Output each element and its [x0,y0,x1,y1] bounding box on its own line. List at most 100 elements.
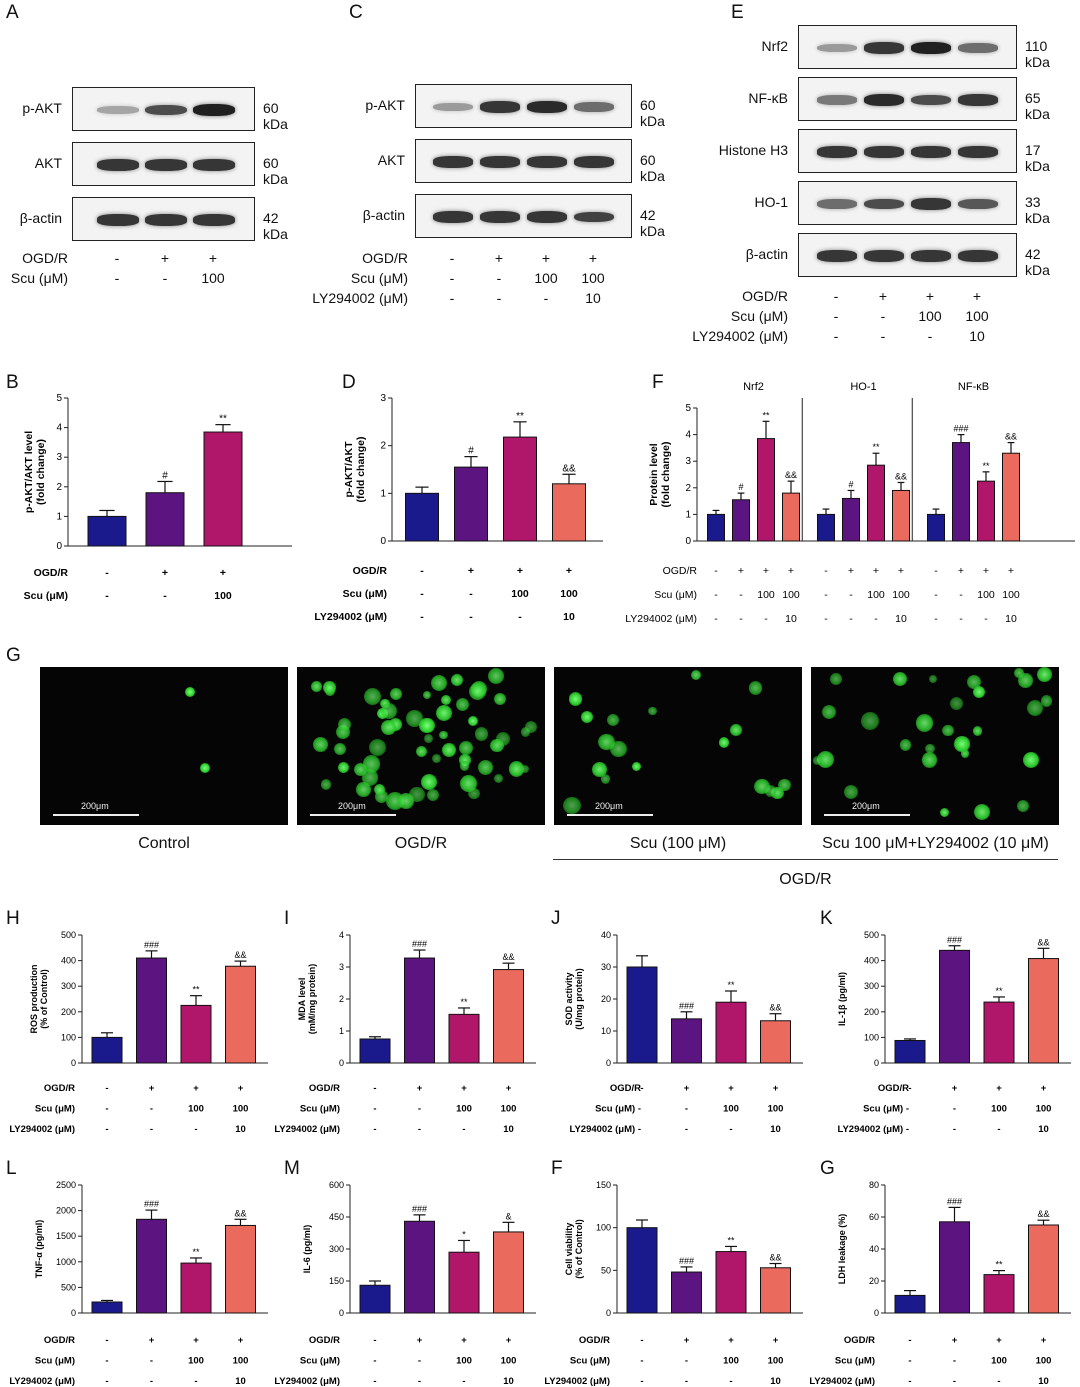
scale-bar-label: 200μm [595,801,623,811]
condition-value: - [714,589,718,601]
bar [671,1271,702,1314]
y-tick-label: 0 [56,541,62,552]
significance-mark: # [468,446,474,457]
fluorescent-cell [397,792,414,809]
condition-value: + [220,567,226,579]
fluorescent-cell [1013,668,1024,678]
y-axis-title: p-AKT/AKT level(fold change) [23,431,47,513]
blot-condition-label: Scu (μM) [350,270,408,286]
significance-mark: # [848,479,853,489]
y-tick-label: 40 [601,930,611,940]
fluorescent-cell [439,731,448,740]
condition-value: 100 [867,589,885,601]
fluorescent-cell [323,681,336,694]
condition-label: LY294002 (μM) [544,1376,610,1387]
bar [927,513,945,542]
condition-value: 10 [503,1124,514,1135]
blot-row-label: β-actin [19,210,62,226]
blot-strip [798,233,1017,277]
fluorescent-cell [431,754,441,764]
fluorescent-cell [490,738,504,753]
bar [180,1004,212,1064]
blot-condition-label: LY294002 (μM) [312,290,408,306]
condition-value: - [953,1376,956,1387]
caption-scu: Scu (100 μM) [629,835,727,852]
condition-value: - [105,1335,108,1346]
condition-value: + [162,567,168,579]
y-tick-label: 1 [339,1026,344,1036]
y-tick-label: 0 [339,1308,344,1318]
significance-mark: && [234,1208,246,1218]
significance-mark: && [769,1253,781,1263]
fluorescent-cell [899,739,911,751]
condition-value: - [714,565,718,577]
bar [892,489,910,542]
y-tick-label: 0 [380,536,386,547]
blot-band [817,43,857,53]
blot-row-label: p-AKT [365,97,405,113]
bar [894,1294,926,1314]
bar [867,464,885,542]
condition-value: 100 [560,588,578,600]
condition-value: 10 [785,613,797,625]
fluorescent-cell [460,775,477,792]
condition-value: 100 [233,1104,249,1115]
condition-value: + [983,565,989,577]
condition-value: - [908,1376,911,1387]
scale-bar [53,814,139,816]
condition-value: + [517,565,523,577]
fluorescent-cell [389,688,402,700]
fluorescent-cell [521,727,531,737]
fluorescent-cell [860,711,879,730]
fluorescent-cell [1017,673,1033,688]
y-tick-label: 0 [685,536,691,547]
blot-band [911,94,951,106]
blot-condition-value: + [160,250,170,266]
condition-value: 10 [770,1124,781,1135]
y-axis-title: SOD activity(U/mg protein) [564,968,584,1030]
blot-band [817,146,857,158]
bar [404,957,435,1064]
panel-label-M: M [284,1158,300,1179]
y-tick-label: 3 [339,962,344,972]
y-tick-label: 1500 [56,1231,76,1241]
fluorescent-cell [427,788,440,801]
condition-label: Scu (μM) [835,1356,875,1367]
significance-mark: ### [144,940,159,950]
bar [225,965,256,1064]
condition-value: - [150,1124,153,1135]
significance-mark: ### [679,1256,694,1266]
fluorescent-cell [488,668,505,685]
condition-value: - [908,1335,911,1346]
fluorescent-cell [333,742,346,755]
condition-value: - [640,1083,643,1094]
blot-strip [415,84,632,128]
fluorescent-cell [973,685,986,698]
condition-value: 100 [757,589,775,601]
fluorescent-cell [939,807,950,818]
fluorescent-cell [690,669,701,681]
condition-value: - [373,1356,376,1367]
blot-condition-value: - [162,270,168,286]
fluorescent-cell [459,761,470,772]
fluorescent-cell [843,785,858,800]
condition-value: - [373,1335,376,1346]
blot-condition-value: 100 [581,270,605,286]
bar [715,1251,747,1314]
bar [671,1018,702,1064]
fluorescent-cell [423,734,433,744]
condition-value: + [958,565,964,577]
condition-value: + [996,1083,1002,1094]
condition-value: 10 [895,613,907,625]
condition-value: 10 [1005,613,1017,625]
blot-band [864,250,904,262]
condition-value: + [738,565,744,577]
condition-label: OGD/R [353,565,388,577]
fluorescent-cell [493,773,503,784]
y-tick-label: 1 [380,488,386,499]
y-tick-label: 450 [329,1212,344,1222]
blot-band [480,101,520,113]
condition-label: OGD/R [878,1083,909,1094]
condition-label: Scu (μM) [300,1104,340,1115]
bar-chart-F2: 0 50 100 150 Cell viability(% of Control) ###… [544,1180,803,1387]
